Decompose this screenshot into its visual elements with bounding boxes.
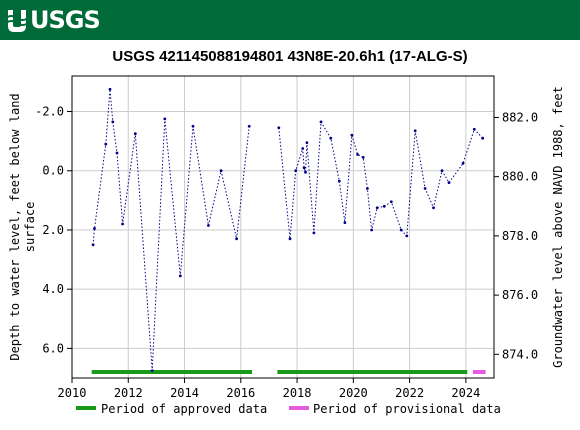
approval-bar-approved	[277, 370, 468, 374]
x-tick-label: 2012	[114, 386, 143, 400]
data-point	[91, 243, 95, 247]
x-tick-label: 2016	[226, 386, 255, 400]
data-point	[432, 206, 435, 210]
data-point	[247, 124, 251, 128]
data-point	[405, 234, 409, 238]
usgs-logo-text: USGS	[30, 6, 101, 34]
data-point	[375, 206, 379, 210]
data-point	[481, 136, 485, 140]
series-water-level	[91, 87, 485, 372]
plot-area	[72, 76, 494, 378]
data-point	[389, 200, 393, 204]
usgs-banner: USGS	[0, 0, 580, 40]
data-point	[413, 129, 417, 133]
data-point	[472, 127, 476, 131]
x-tick-label: 2014	[170, 386, 199, 400]
data-point	[191, 124, 195, 128]
y2-tick-label: 874.0	[502, 347, 538, 361]
y-tick-label: 4.0	[42, 282, 64, 296]
data-point	[461, 161, 465, 165]
data-point	[301, 147, 305, 150]
approval-bars	[91, 370, 486, 374]
y2-tick-label: 882.0	[502, 110, 538, 124]
data-point	[108, 87, 112, 91]
data-point	[235, 237, 239, 241]
data-point	[319, 120, 323, 124]
data-point	[350, 133, 354, 137]
legend-swatch-provisional	[289, 406, 309, 410]
data-point	[219, 169, 223, 173]
data-point	[178, 274, 182, 278]
chart-title: USGS 421145088194801 43N8E-20.6h1 (17-AL…	[112, 48, 467, 65]
data-point	[163, 117, 167, 121]
legend-label-approved: Period of approved data	[101, 402, 267, 416]
data-point	[447, 181, 451, 185]
series-line-segment	[92, 89, 250, 371]
y2-tick-label: 876.0	[502, 288, 538, 302]
usgs-logo: USGS	[6, 4, 101, 36]
data-point	[133, 132, 137, 136]
y-axis-label-line-1: Depth to water level, feet below land	[8, 93, 22, 360]
data-point	[337, 179, 341, 183]
data-point	[370, 228, 373, 232]
usgs-wave-icon	[6, 10, 28, 32]
data-point	[111, 120, 115, 124]
data-point	[104, 142, 108, 146]
y-axis-label-line-2: surface	[23, 202, 37, 253]
data-point	[356, 153, 359, 156]
data-point	[361, 156, 365, 159]
data-point	[382, 204, 386, 208]
x-axis: 2010 2012 2014 2016 2018 2020 2022 2024	[58, 378, 480, 400]
y-tick-label: 6.0	[42, 341, 64, 355]
data-point	[302, 166, 306, 170]
y-axis-left: -2.0 0.0 2.0 4.0 6.0	[35, 105, 72, 355]
data-point	[115, 151, 119, 155]
x-tick-label: 2018	[283, 386, 312, 400]
data-point	[207, 224, 210, 227]
data-point	[399, 228, 403, 232]
x-tick-label: 2010	[58, 386, 87, 400]
data-point	[294, 169, 298, 173]
x-tick-label: 2022	[395, 386, 424, 400]
y2-axis-label: Groundwater level above NAVD 1988, feet	[551, 86, 565, 368]
legend-label-provisional: Period of provisional data	[313, 402, 501, 416]
data-point	[305, 141, 309, 145]
data-point	[440, 169, 444, 173]
data-point	[423, 187, 427, 190]
data-point	[343, 221, 347, 225]
y-tick-label: -2.0	[35, 105, 64, 119]
data-point	[277, 126, 281, 130]
data-point	[312, 231, 316, 235]
y-axis-right: 882.0 880.0 878.0 876.0 874.0	[494, 110, 538, 361]
data-point	[121, 222, 124, 226]
x-tick-label: 2024	[451, 386, 480, 400]
plot-frame	[71, 75, 495, 379]
data-point	[366, 187, 369, 190]
y-tick-label: 2.0	[42, 223, 64, 237]
data-point	[93, 227, 96, 230]
data-point	[288, 237, 292, 241]
approval-bar-approved	[91, 370, 253, 374]
groundwater-chart: USGS 421145088194801 43N8E-20.6h1 (17-AL…	[8, 48, 565, 416]
data-point	[329, 136, 333, 140]
legend-swatch-approved	[76, 406, 96, 410]
y2-tick-label: 880.0	[502, 170, 538, 184]
data-point	[150, 369, 154, 372]
data-point	[304, 170, 307, 174]
approval-bar-provisional	[472, 370, 486, 374]
y2-tick-label: 878.0	[502, 229, 538, 243]
y-tick-label: 0.0	[42, 164, 64, 178]
legend: Period of approved data Period of provis…	[76, 402, 501, 416]
x-tick-label: 2020	[339, 386, 368, 400]
